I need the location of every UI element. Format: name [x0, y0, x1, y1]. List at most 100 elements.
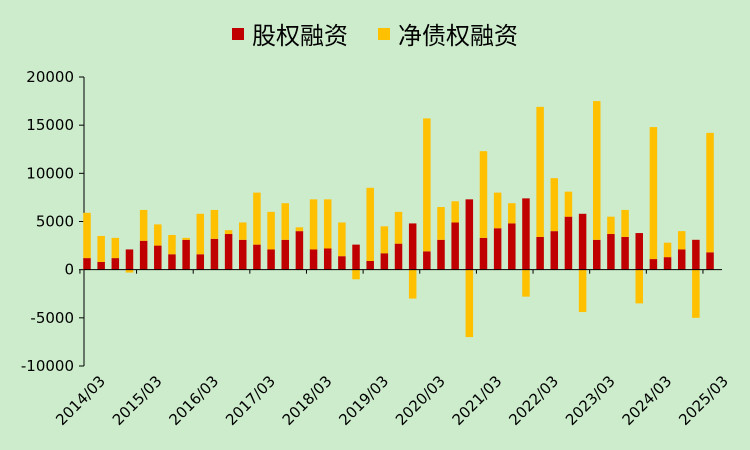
bar-equity	[281, 239, 289, 270]
bar-equity	[550, 231, 559, 270]
bar-equity	[451, 222, 459, 270]
bar-net-debt	[295, 227, 304, 232]
bar-net-debt	[649, 127, 658, 260]
bar-net-debt	[97, 235, 105, 262]
bar-net-debt	[408, 269, 417, 299]
bar-net-debt	[479, 151, 488, 238]
bar-equity	[536, 236, 544, 270]
bar-equity	[352, 244, 360, 270]
legend-label-debt: 净债权融资	[398, 22, 518, 50]
bar-net-debt	[267, 211, 275, 250]
bar-net-debt	[239, 222, 247, 240]
bar-net-debt	[281, 203, 289, 240]
chart-legend: 股权融资 净债权融资	[0, 16, 750, 51]
bar-equity	[578, 213, 587, 270]
legend-swatch-debt	[378, 27, 390, 40]
bar-equity	[338, 256, 346, 270]
bar-equity	[309, 249, 318, 270]
x-tick-label: 2014/03	[52, 372, 109, 429]
legend-label-equity: 股权融资	[252, 22, 348, 50]
bar-equity	[267, 249, 275, 270]
bar-equity	[423, 251, 431, 270]
bar-equity	[635, 233, 643, 270]
bar-equity	[253, 244, 261, 270]
bar-equity	[182, 239, 190, 270]
bar-net-debt	[423, 118, 431, 252]
y-tick-label: 0	[64, 261, 74, 279]
x-tick-label: 2022/03	[505, 372, 562, 429]
x-tick-label: 2024/03	[619, 372, 676, 429]
bar-equity	[493, 228, 502, 270]
bar-net-debt	[210, 209, 219, 239]
x-tick-label: 2018/03	[279, 372, 336, 429]
bar-net-debt	[154, 224, 162, 246]
bar-net-debt	[182, 237, 190, 240]
bar-equity	[621, 236, 629, 270]
bar-equity	[508, 223, 516, 270]
bar-net-debt	[522, 269, 530, 297]
bar-net-debt	[677, 231, 686, 250]
bar-net-debt	[578, 269, 587, 313]
bar-net-debt	[380, 226, 389, 254]
bar-net-debt	[451, 201, 459, 223]
bar-equity	[479, 237, 488, 270]
legend-swatch-equity	[232, 27, 244, 40]
bar-equity	[677, 249, 686, 270]
bar-net-debt	[593, 101, 601, 240]
bar-net-debt	[83, 212, 91, 259]
bar-net-debt	[139, 209, 148, 241]
bar-equity	[196, 254, 205, 270]
x-tick-label: 2020/03	[392, 372, 449, 429]
bar-net-debt	[564, 191, 573, 217]
bar-net-debt	[125, 269, 134, 273]
bar-equity	[366, 260, 374, 270]
x-tick-label: 2015/03	[109, 372, 166, 429]
x-tick-label: 2017/03	[222, 372, 279, 429]
bar-equity	[522, 198, 530, 270]
x-tick-label: 2021/03	[449, 372, 506, 429]
bar-equity	[465, 199, 474, 270]
bar-equity	[692, 239, 700, 270]
bar-net-debt	[366, 187, 374, 261]
bar-equity	[607, 234, 615, 270]
bar-equity	[210, 238, 219, 270]
bar-net-debt	[323, 199, 332, 249]
bar-equity	[593, 239, 601, 270]
bar-net-debt	[168, 234, 176, 255]
bar-equity	[706, 252, 714, 270]
bar-equity	[111, 258, 120, 270]
bar-equity	[323, 248, 332, 270]
bar-equity	[83, 258, 91, 270]
bar-net-debt	[663, 242, 672, 258]
x-tick-label: 2019/03	[335, 372, 392, 429]
bar-net-debt	[550, 178, 559, 232]
legend-item-debt: 净债权融资	[378, 16, 518, 51]
bar-equity	[380, 253, 389, 270]
x-tick-label: 2016/03	[165, 372, 222, 429]
bar-net-debt	[536, 106, 544, 237]
bar-equity	[663, 257, 672, 270]
bar-net-debt	[309, 199, 318, 250]
bar-net-debt	[635, 269, 643, 304]
y-tick-label: 10000	[26, 164, 74, 182]
x-tick-label: 2023/03	[562, 372, 619, 429]
bar-equity	[408, 223, 417, 270]
bar-equity	[168, 254, 176, 270]
bar-net-debt	[111, 237, 120, 259]
legend-item-equity: 股权融资	[232, 16, 348, 51]
bar-net-debt	[352, 269, 360, 280]
y-tick-label: 5000	[36, 213, 74, 231]
bar-net-debt	[493, 192, 502, 229]
bar-net-debt	[196, 213, 205, 255]
bar-equity	[649, 259, 658, 270]
y-tick-label: -5000	[30, 309, 74, 327]
y-tick-label: 20000	[26, 68, 74, 86]
bar-net-debt	[621, 209, 629, 237]
bar-net-debt	[607, 216, 615, 235]
bar-equity	[154, 245, 162, 270]
bar-equity	[97, 261, 105, 270]
bar-equity	[139, 240, 148, 270]
bar-net-debt	[437, 207, 445, 240]
bar-net-debt	[465, 269, 474, 338]
